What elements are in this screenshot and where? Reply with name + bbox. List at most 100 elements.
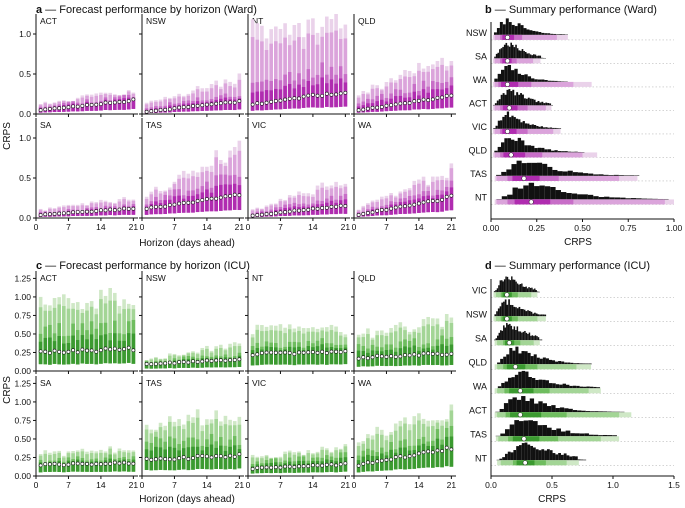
row-label-qld: QLD [468,357,487,367]
hist-bar-wa-6 [511,70,515,82]
hist-bar-tas-9 [537,162,543,176]
hist-bar-wa-10 [525,371,529,389]
interval-band-25-sa-h6 [62,463,66,473]
hist-bar-act-8 [506,89,509,106]
median-point-vic-h15 [315,463,320,468]
hist-bar-tas-17 [577,172,584,176]
hist-bar-qld-27 [573,363,577,365]
hist-bar-wa-6 [511,377,515,389]
median-point-nsw-h9 [181,105,186,110]
summary-row-sa: SA [475,322,674,346]
median-point-nt-h15 [315,93,320,98]
facet-sa: SA 0 7 14 21 0.0 0.5 1.0 [19,118,138,232]
hist-bar-wa-21 [561,81,565,82]
median-point-nt-h9 [287,96,292,101]
median-point-wa-h2 [361,211,366,216]
median-point-vic-h20 [338,203,343,208]
hist-bar-vic-20 [519,284,522,293]
interval-band-25-wa-h15 [421,196,426,213]
hist-bar-qld-23 [567,151,572,153]
facet-tas: TAS 0 7 14 21 [139,376,244,490]
median-point-nt-h14 [311,350,315,354]
hist-bar-nt-14 [566,193,572,200]
hist-bar-tas-24 [602,434,608,437]
median-point-wa-h6 [379,208,384,212]
median-point-qld-h10 [398,354,403,359]
median-point-sa-h5 [57,462,62,467]
median-point-nt-h13 [306,93,311,98]
median-point-wa-h11 [403,204,407,209]
interval-band-25-nt-h11 [297,346,301,365]
interval-band-90-nt-h12 [301,48,306,108]
hist-bar-wa-7 [514,374,519,389]
y-tick-label: 0.00 [14,366,31,376]
median-point-nt-h10 [292,96,297,101]
median-point-nsw-h7 [172,361,177,366]
x-tick-label: 7 [66,222,71,232]
interval-band-25-tas-h12 [195,194,200,213]
interval-band-25-sa-h21 [131,459,136,472]
hist-bar-qld-2 [497,362,501,365]
median-point-nt-h16 [320,349,325,354]
interval-band-25-act-h15 [103,99,108,110]
hist-bar-vic-23 [524,286,526,293]
facet-wa: WA 0 7 14 21 [351,118,456,232]
hist-bar-qld-14 [533,354,537,365]
median-point-act-h11 [85,348,89,353]
interval-band-25-wa-h10 [398,447,403,470]
x-tick-label: 7 [172,480,177,490]
hist-bar-qld-11 [527,145,532,153]
median-point-qld-h9 [393,102,398,107]
hist-bar-vic-31 [535,290,537,293]
y-tick-label: 1.00 [14,397,31,407]
hist-bar-nt-8 [534,186,540,200]
interval-band-25-nt-h6 [274,347,278,365]
median-point-act-h19 [122,347,126,351]
interval-band-25-act-h12 [89,103,94,111]
median-point-act-h20 [126,99,131,103]
interval-band-25-tas-h19 [228,446,232,469]
median-point-vic-h14 [311,206,315,211]
interval-band-25-nt-h2 [255,348,260,366]
hist-bar-act-15 [520,93,522,106]
interval-band-25-act-h16 [108,101,112,111]
interval-band-90-nt-h8 [283,37,287,109]
facet-nsw: NSW [139,14,244,117]
row-label-tas: TAS [470,169,487,179]
hist-bar-vic-19 [518,284,520,293]
hist-bar-vic-15 [512,279,514,293]
median-point-sa-h13 [94,461,99,466]
hist-bar-nt-14 [530,445,533,461]
hist-bar-vic-3 [497,120,501,129]
hist-bar-wa-3 [501,69,505,82]
hist-bar-act-7 [521,396,526,413]
hist-bar-qld-13 [530,356,534,365]
x-tick-label: 0 [246,480,251,490]
median-point-wa-h13 [412,453,417,458]
hist-bar-nsw-24 [562,34,566,35]
hist-bar-wa-20 [557,81,562,82]
hist-bar-vic-2 [495,125,498,129]
hist-bar-sa-19 [519,331,522,341]
hist-bar-qld-14 [537,147,542,153]
hist-bar-qld-19 [554,150,558,153]
median-point-vic-h11 [297,464,301,469]
y-tick-label: 1.0 [19,29,31,39]
hist-bar-nt-3 [507,194,513,200]
median-point-tas-h21 [237,452,242,457]
median-point-act-h2 [43,349,48,354]
median-point-nsw-h10 [186,105,191,109]
median-point-sa-h5 [57,211,62,216]
median-point-sa-h4 [52,212,57,216]
median-point-tas-h8 [177,456,181,461]
hist-bar-nt-15 [571,193,578,200]
x-tick-label: 0 [140,480,145,490]
hist-bar-nt-19 [593,196,599,200]
median-point-qld-h17 [430,352,435,356]
hist-bar-nsw-4 [502,24,506,35]
median-point-nsw-h2 [149,109,154,114]
hist-bar-tas-20 [584,433,589,437]
facet-label-wa: WA [358,378,372,388]
median-point-sa-h17 [112,460,117,465]
interval-band-25-qld-h17 [431,349,435,366]
